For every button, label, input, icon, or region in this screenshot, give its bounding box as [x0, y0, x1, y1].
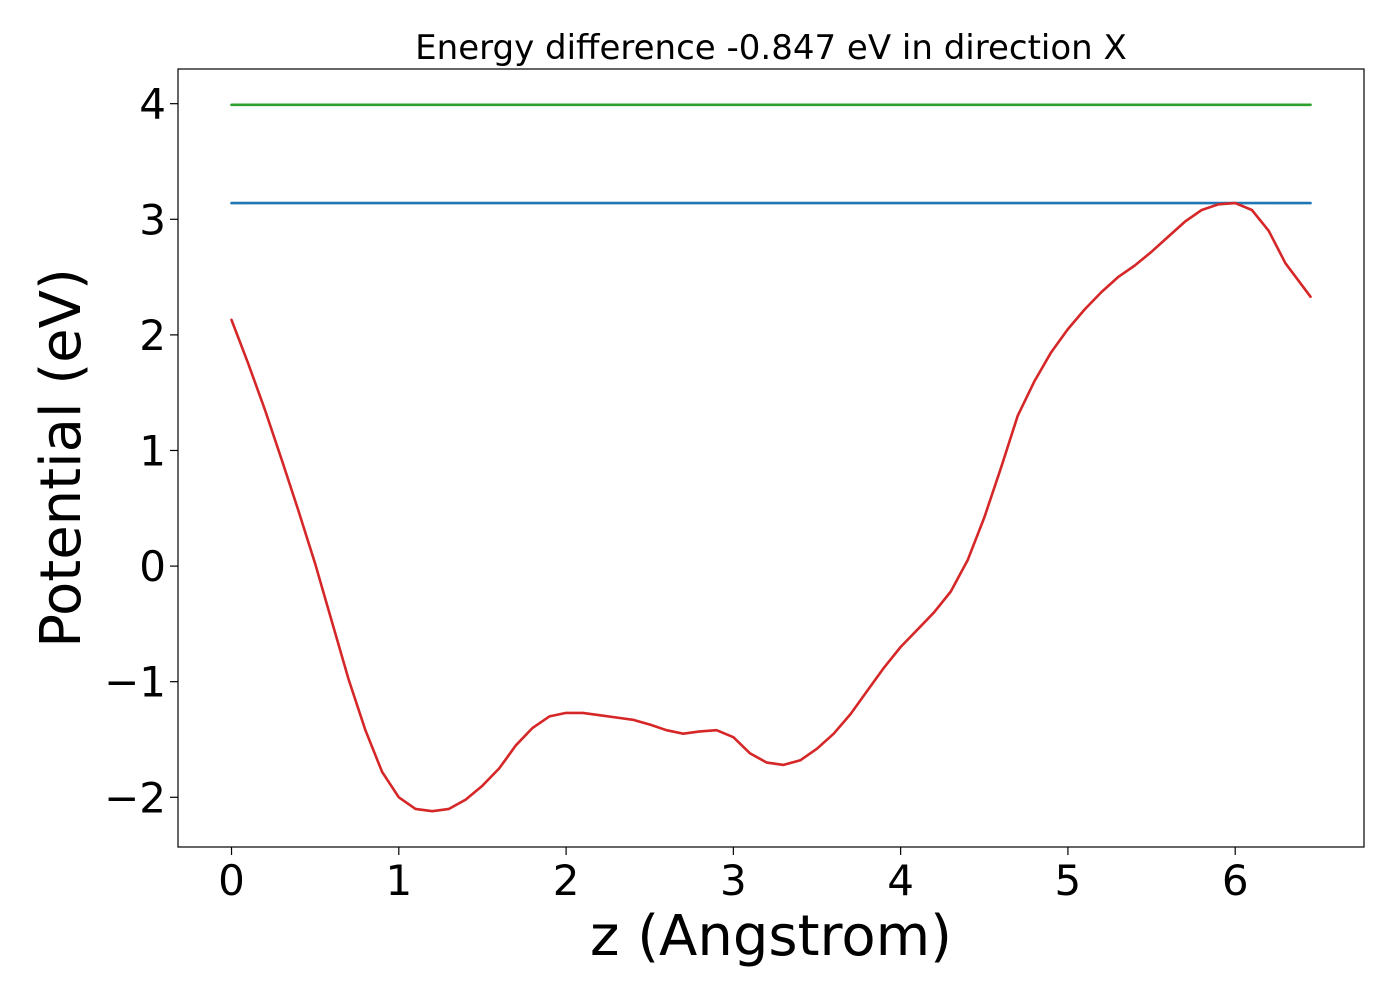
y-ticks: −2 −1 0 1 2 3 4: [104, 80, 178, 822]
x-tick-label: 5: [1055, 856, 1082, 905]
x-tick-label: 6: [1222, 856, 1249, 905]
x-tick-label: 2: [553, 856, 580, 905]
y-tick-label: 1: [139, 426, 166, 475]
y-tick-label: 0: [139, 542, 166, 591]
x-tick-label: 4: [887, 856, 914, 905]
y-tick-label: 4: [139, 80, 166, 129]
x-ticks: 0 1 2 3 4 5 6: [218, 847, 1249, 905]
y-axis-label: Potential (eV): [29, 268, 94, 648]
series-layer: [230, 103, 1312, 813]
x-tick-label: 0: [218, 856, 245, 905]
y-tick-label: 2: [139, 311, 166, 360]
x-tick-label: 3: [720, 856, 747, 905]
chart-title: Energy difference -0.847 eV in direction…: [415, 28, 1127, 68]
x-axis-label: z (Angstrom): [590, 904, 952, 969]
plot-area: [178, 69, 1364, 847]
x-tick-label: 1: [385, 856, 412, 905]
y-tick-label: 3: [139, 195, 166, 244]
y-tick-label: −2: [104, 773, 166, 822]
series-line-2: [230, 201, 1312, 813]
y-tick-label: −1: [104, 658, 166, 707]
plot-frame: [177, 68, 1365, 848]
